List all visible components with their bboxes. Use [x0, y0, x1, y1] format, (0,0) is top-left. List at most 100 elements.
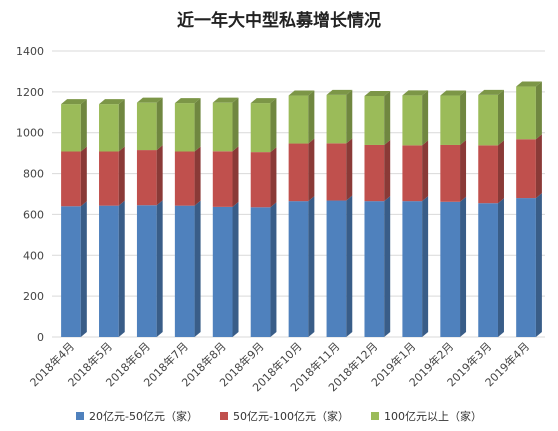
bar-stack: [326, 89, 353, 337]
bar-segment-side: [118, 200, 125, 337]
legend-item: 100亿元以上（家）: [370, 408, 482, 424]
bar-segment: [440, 144, 461, 202]
bar-segment: [516, 198, 536, 337]
bar-segment: [326, 200, 347, 337]
bar-segment: [174, 205, 195, 337]
bar-segment-side: [308, 138, 315, 202]
bar-top-face: [440, 90, 467, 96]
bar-segment-side: [535, 134, 542, 199]
bar-segment: [440, 95, 461, 145]
y-tick-label: 800: [23, 168, 44, 181]
bar-stack: [212, 97, 239, 337]
bar-segment: [326, 143, 347, 201]
legend-item: 50亿元-100亿元（家）: [220, 408, 349, 424]
bar-segment-side: [535, 193, 542, 337]
bar-segment-side: [308, 90, 315, 144]
bar-stack: [440, 90, 467, 337]
bar-segment: [364, 144, 385, 202]
bar-segment: [174, 151, 195, 206]
bar-segment: [61, 206, 81, 337]
bar-segment-side: [422, 90, 429, 146]
bar-segment-side: [497, 89, 504, 146]
bar-stack: [288, 90, 315, 337]
bar-top-face: [250, 98, 277, 104]
bar-top-face: [402, 90, 429, 96]
bar-segment-side: [270, 202, 277, 337]
bar-segment: [61, 104, 81, 152]
bar-top-face: [212, 97, 239, 103]
bar-segment-side: [384, 90, 391, 145]
bar-segment: [288, 95, 309, 144]
bar-segment-side: [118, 99, 125, 152]
y-tick-label: 400: [23, 249, 44, 262]
bar-segment: [136, 102, 157, 151]
y-tick-label: 1000: [16, 127, 44, 140]
bar-segment: [212, 206, 233, 337]
y-tick-label: 200: [23, 290, 44, 303]
bar-segment-side: [346, 138, 353, 201]
bar-stack: [364, 90, 391, 337]
bar-segment-side: [156, 97, 163, 151]
bar-stack: [478, 89, 504, 337]
bar-segment-side: [535, 81, 542, 140]
bar-stack: [99, 99, 125, 337]
bar-segment-side: [80, 201, 87, 337]
bar-top-face: [288, 90, 315, 96]
bar-stack: [250, 98, 277, 337]
legend: 20亿元-50亿元（家） 50亿元-100亿元（家） 100亿元以上（家）: [0, 408, 558, 424]
bar-segment: [250, 207, 271, 337]
bar-segment: [402, 95, 423, 146]
chart-title: 近一年大中型私募增长情况: [177, 11, 381, 31]
bar-top-face: [61, 99, 87, 105]
bar-segment: [99, 205, 119, 337]
bar-top-face: [99, 99, 125, 105]
bar-segment: [174, 103, 195, 152]
bar-top-face: [174, 98, 201, 104]
bar-segment: [288, 143, 309, 202]
bar-segment-side: [194, 146, 201, 206]
bar-stack: [61, 99, 87, 337]
bar-segment-side: [156, 200, 163, 337]
legend-swatch: [220, 412, 228, 420]
legend-item: 20亿元-50亿元（家）: [76, 408, 198, 424]
y-tick-label: 600: [23, 208, 44, 221]
bar-segment-side: [270, 98, 277, 153]
bar-segment-side: [194, 200, 201, 337]
bar-segment-side: [232, 201, 239, 337]
bar-segment-side: [460, 90, 467, 145]
legend-swatch: [76, 412, 85, 420]
bar-segment: [516, 86, 536, 140]
y-tick-label: 0: [37, 331, 44, 344]
bar-segment: [478, 94, 498, 146]
bar-segment: [250, 103, 271, 153]
bar-segment-side: [118, 146, 125, 206]
bar-segment-side: [422, 196, 429, 337]
bar-segment: [364, 95, 385, 145]
legend-label: 100亿元以上（家）: [383, 410, 482, 423]
bar-top-face: [364, 90, 391, 96]
y-axis-tick-labels: 0 200 400 600 800 1000 1200 1400: [16, 45, 44, 344]
bar-segment: [250, 152, 271, 208]
legend-swatch: [370, 412, 379, 420]
x-axis-tick-labels: 2018年4月2018年5月2018年6月2018年7月2018年8月2018年…: [27, 339, 532, 394]
bar-top-face: [326, 89, 353, 95]
bar-segment-side: [80, 146, 87, 207]
bar-segment-side: [232, 146, 239, 207]
bar-segment: [478, 145, 498, 204]
bar-stack: [402, 90, 429, 337]
y-tick-label: 1200: [16, 86, 44, 99]
bar-top-face: [516, 81, 542, 87]
bars: [61, 81, 542, 337]
bar-segment: [212, 151, 233, 207]
legend-label: 20亿元-50亿元（家）: [89, 410, 198, 423]
bar-stack: [136, 97, 163, 337]
bar-segment-side: [460, 196, 467, 337]
bar-segment: [288, 201, 309, 337]
bar-stack: [174, 98, 201, 337]
y-tick-label: 1400: [16, 45, 44, 58]
bar-segment-side: [232, 97, 239, 152]
bar-segment: [99, 151, 119, 206]
bar-segment: [212, 102, 233, 152]
